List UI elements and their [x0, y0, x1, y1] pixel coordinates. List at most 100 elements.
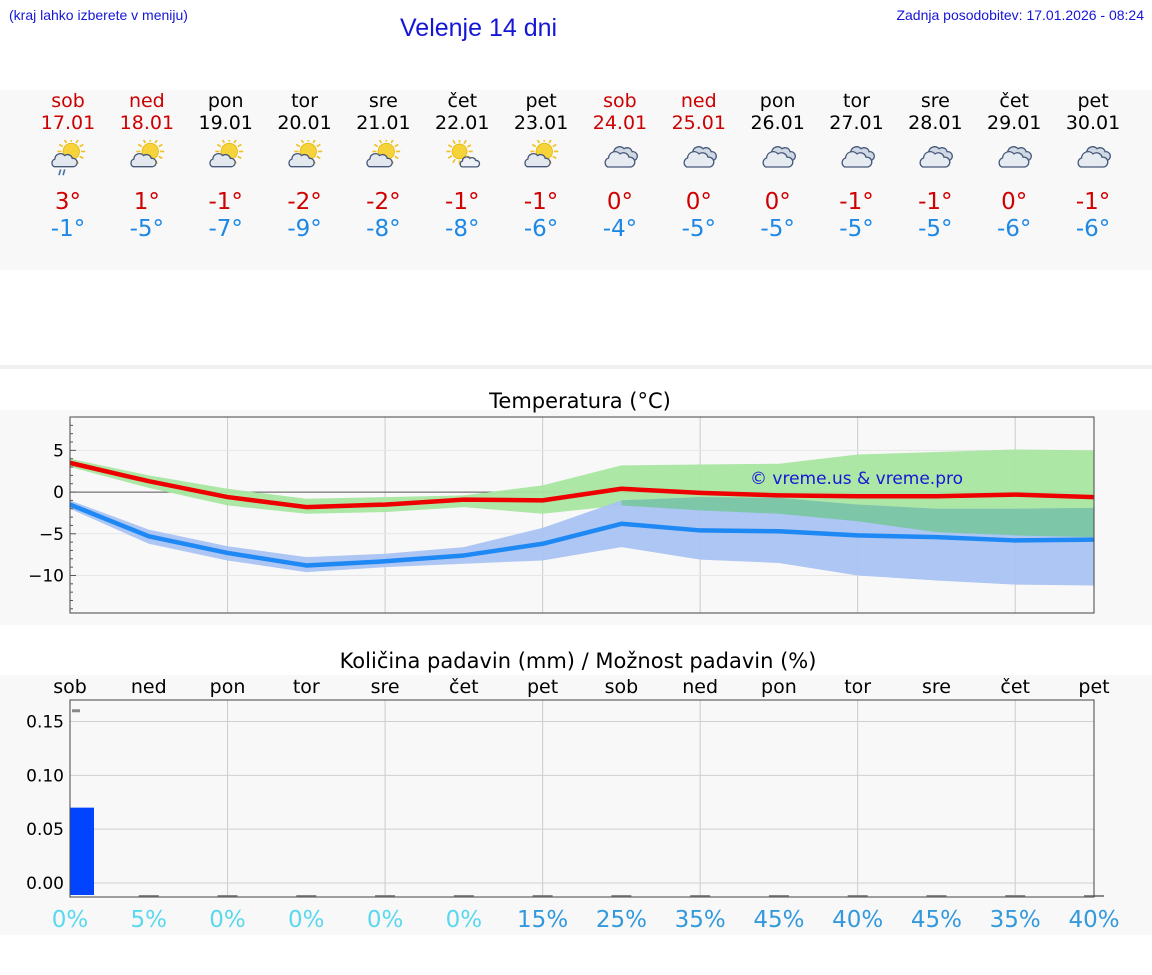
precipitation-chart: Količina padavin (mm) / Možnost padavin …	[0, 649, 1152, 935]
region-hint[interactable]: (kraj lahko izberete v meniju)	[9, 7, 188, 23]
precip-chance-label: 45%	[911, 907, 962, 933]
day-name: tor	[843, 90, 870, 112]
day-date: 25.01	[671, 112, 726, 134]
forecast-strip	[0, 90, 1152, 270]
day-date: 28.01	[908, 112, 963, 134]
precip-chance-label: 0%	[288, 907, 325, 933]
sun-cloud-rain-icon	[51, 140, 86, 176]
cloudy-icon	[604, 146, 638, 168]
x-day-label: sob	[53, 676, 87, 698]
x-day-label: pet	[527, 676, 558, 698]
day-date: 29.01	[986, 112, 1042, 134]
day-date: 22.01	[435, 112, 490, 134]
sun-small-cloud-icon	[446, 140, 481, 168]
precip-chance-label: 35%	[990, 907, 1041, 933]
temp-max: -1°	[445, 189, 480, 215]
day-name: sob	[51, 90, 85, 112]
temp-min: -5°	[918, 216, 953, 242]
temp-min: -5°	[760, 216, 795, 242]
x-day-label: sre	[371, 676, 400, 698]
y-tick-label: −10	[28, 566, 64, 586]
precip-chance-label: 0%	[209, 907, 246, 933]
x-day-label: tor	[844, 676, 871, 698]
precip-chance-label: 0%	[367, 907, 404, 933]
precip-chance-label: 5%	[131, 907, 168, 933]
day-date: 26.01	[750, 112, 805, 134]
temp-max: -1°	[839, 189, 874, 215]
temp-min: -6°	[523, 216, 559, 242]
day-name: čet	[999, 90, 1029, 112]
day-date: 27.01	[829, 112, 884, 134]
precip-chance-label: 40%	[1068, 907, 1119, 933]
day-name: pon	[759, 90, 796, 112]
cloudy-icon	[919, 146, 954, 168]
spacer-band	[0, 365, 1152, 369]
chart-title: Temperatura (°C)	[488, 389, 671, 413]
y-tick-label: −5	[39, 525, 64, 545]
temp-min: -5°	[839, 216, 874, 242]
temp-max: -2°	[366, 189, 401, 215]
cloudy-icon	[998, 146, 1033, 168]
temp-max: 1°	[133, 189, 160, 215]
x-day-label: čet	[449, 676, 479, 698]
temp-max: 3°	[54, 189, 82, 215]
x-day-label: čet	[1000, 676, 1030, 698]
precip-chance-label: 40%	[832, 907, 883, 933]
day-name: pet	[525, 90, 557, 112]
x-day-label: ned	[131, 676, 167, 698]
temp-min: -1°	[50, 216, 86, 242]
temp-min: -6°	[996, 216, 1032, 242]
cloudy-icon	[683, 146, 717, 168]
precip-chance-label: 15%	[517, 907, 568, 933]
sun-cloud-icon	[130, 140, 165, 168]
overlap-band	[621, 497, 1094, 538]
temperature-chart: Temperatura (°C) 5 0 −5 −10 © vreme.us & vrem…	[0, 389, 1152, 625]
page-title: Velenje 14 dni	[400, 14, 558, 42]
day-date: 21.01	[356, 112, 411, 134]
sun-cloud-icon	[524, 140, 559, 168]
min-temp-line	[69, 502, 1095, 568]
temp-min: -8°	[366, 216, 401, 242]
y-tick-label: 0.10	[26, 766, 64, 786]
temp-max: 0°	[606, 189, 633, 215]
day-date: 20.01	[277, 112, 332, 134]
x-day-label: sre	[922, 676, 951, 698]
temp-min: -9°	[287, 216, 322, 242]
precip-chance-label: 0%	[446, 907, 483, 933]
day-date: 30.01	[1065, 112, 1121, 134]
day-name: sre	[368, 90, 398, 112]
temp-min: -5°	[129, 216, 165, 242]
day-date: 24.01	[592, 112, 648, 134]
sun-cloud-icon	[287, 140, 322, 168]
chart-background	[0, 675, 1152, 935]
precip-chance-label: 45%	[753, 907, 804, 933]
y-tick-label: 5	[53, 441, 64, 461]
temp-max: -1°	[208, 189, 243, 215]
day-name: tor	[291, 90, 318, 112]
precip-bar	[70, 807, 94, 896]
day-name: ned	[128, 90, 165, 112]
precip-chance-label: 35%	[675, 907, 726, 933]
cloudy-icon	[841, 146, 875, 168]
plot-frame	[69, 416, 1095, 614]
cloudy-icon	[1077, 146, 1111, 168]
chart-title: Količina padavin (mm) / Možnost padavin …	[340, 649, 817, 673]
temp-min: -6°	[1075, 216, 1111, 242]
sun-cloud-icon	[209, 140, 243, 168]
day-name: ned	[680, 90, 717, 112]
last-update: Zadnja posodobitev: 17.01.2026 - 08:24	[896, 7, 1144, 23]
sun-cloud-icon	[366, 140, 401, 168]
temp-min: -4°	[602, 216, 638, 242]
temp-max: -2°	[287, 189, 322, 215]
temp-min: -7°	[208, 216, 243, 242]
temp-min: -8°	[445, 216, 480, 242]
max-temp-line	[69, 460, 1095, 510]
day-name: pet	[1077, 90, 1109, 112]
watermark: © vreme.us & vreme.pro	[750, 469, 963, 489]
cloudy-icon	[762, 146, 796, 168]
x-day-label: pon	[761, 676, 797, 698]
y-tick-label: 0.00	[26, 874, 64, 894]
plot-frame	[69, 699, 1095, 898]
precip-chance-label: 0%	[52, 907, 89, 933]
temp-min: -5°	[681, 216, 717, 242]
